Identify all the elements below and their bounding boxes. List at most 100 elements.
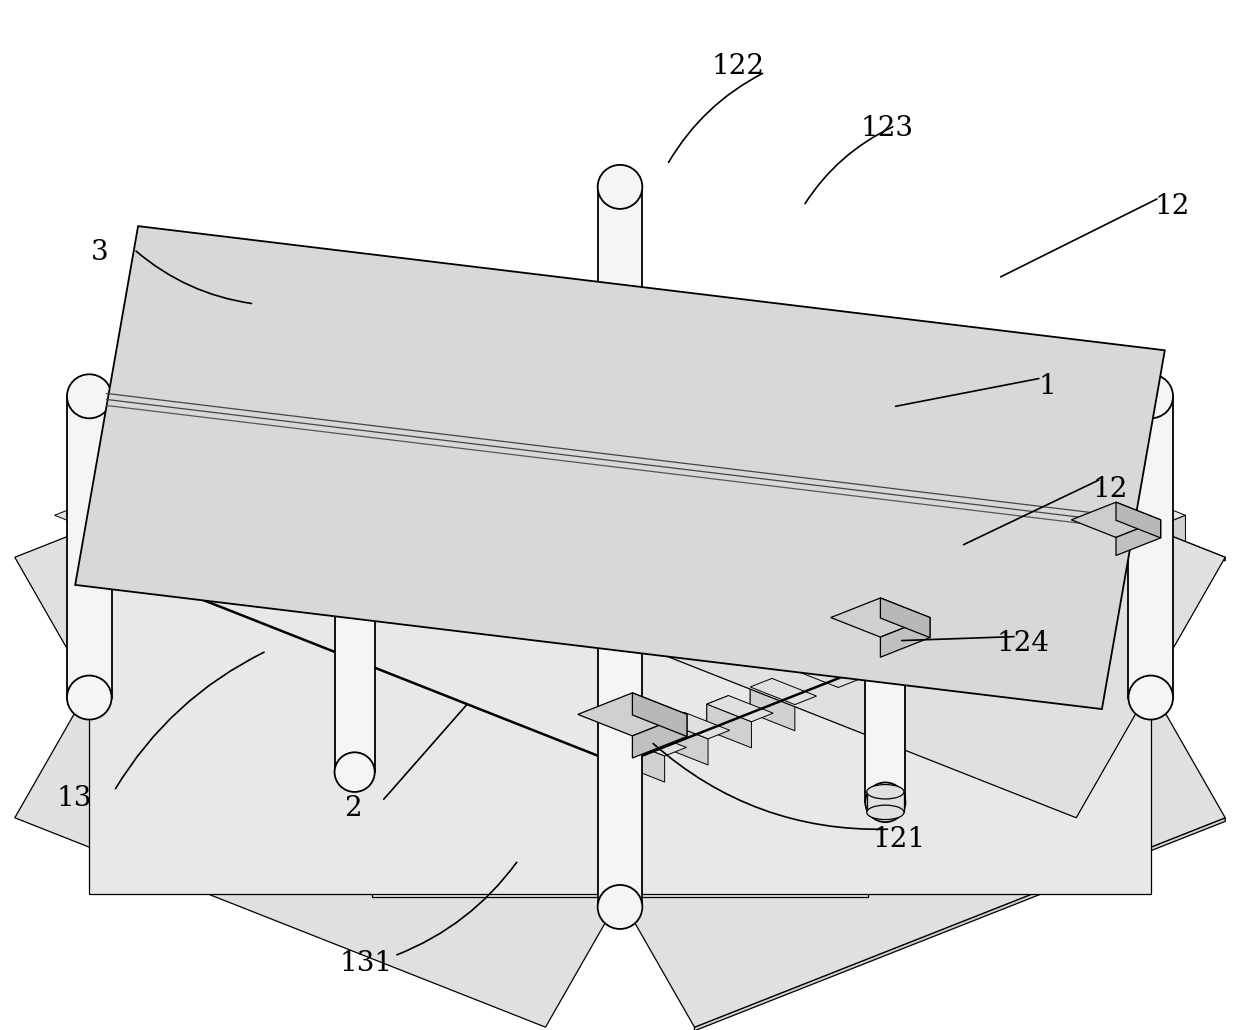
Polygon shape (973, 467, 992, 501)
Ellipse shape (67, 676, 112, 720)
Polygon shape (620, 739, 665, 782)
Text: 2: 2 (345, 795, 362, 822)
Polygon shape (825, 390, 888, 415)
Text: 12: 12 (1154, 193, 1189, 219)
Polygon shape (1011, 576, 1076, 602)
Polygon shape (936, 435, 999, 459)
Polygon shape (334, 643, 397, 667)
Polygon shape (862, 405, 925, 431)
Polygon shape (750, 687, 795, 730)
Polygon shape (880, 413, 925, 456)
Polygon shape (482, 701, 546, 726)
Text: 1: 1 (1039, 373, 1056, 400)
Polygon shape (657, 324, 702, 368)
Polygon shape (222, 598, 285, 624)
Polygon shape (148, 570, 211, 594)
Polygon shape (427, 680, 471, 723)
Polygon shape (620, 730, 642, 764)
Polygon shape (694, 339, 739, 383)
Polygon shape (713, 364, 732, 398)
Polygon shape (707, 695, 774, 722)
Polygon shape (1011, 576, 1032, 611)
Polygon shape (663, 721, 708, 765)
Polygon shape (73, 540, 136, 565)
Polygon shape (769, 369, 813, 412)
Polygon shape (89, 482, 1151, 485)
Polygon shape (315, 636, 360, 680)
Polygon shape (1011, 481, 1029, 515)
Polygon shape (55, 507, 120, 533)
Ellipse shape (335, 318, 374, 357)
Polygon shape (15, 348, 694, 818)
Polygon shape (335, 547, 374, 772)
Polygon shape (578, 693, 687, 735)
Ellipse shape (335, 527, 374, 566)
Polygon shape (501, 709, 546, 753)
Ellipse shape (1128, 676, 1173, 720)
Polygon shape (1085, 511, 1104, 544)
Polygon shape (732, 354, 776, 398)
Ellipse shape (598, 584, 642, 627)
Polygon shape (241, 607, 285, 650)
Polygon shape (141, 473, 207, 499)
Polygon shape (899, 420, 962, 445)
Polygon shape (1066, 486, 1111, 529)
Text: 121: 121 (873, 826, 925, 853)
Polygon shape (1122, 525, 1141, 559)
Polygon shape (924, 610, 945, 645)
Polygon shape (825, 408, 843, 442)
Polygon shape (924, 618, 968, 662)
Polygon shape (918, 427, 962, 471)
Polygon shape (110, 555, 174, 580)
Polygon shape (228, 438, 295, 465)
Polygon shape (520, 716, 583, 742)
Polygon shape (620, 353, 1141, 587)
Polygon shape (1054, 558, 1075, 593)
Polygon shape (89, 482, 1151, 893)
Polygon shape (598, 186, 642, 488)
Polygon shape (787, 393, 806, 426)
Ellipse shape (867, 785, 904, 799)
Polygon shape (843, 398, 888, 442)
Ellipse shape (866, 318, 905, 357)
Polygon shape (358, 387, 424, 413)
Ellipse shape (598, 467, 642, 510)
Ellipse shape (598, 165, 642, 209)
Ellipse shape (866, 783, 905, 822)
Polygon shape (538, 724, 583, 767)
Polygon shape (837, 653, 882, 696)
Polygon shape (99, 353, 1141, 764)
Polygon shape (1122, 508, 1185, 533)
Polygon shape (67, 397, 112, 697)
Polygon shape (546, 557, 1225, 1027)
Polygon shape (694, 818, 1225, 1030)
Polygon shape (750, 379, 769, 412)
Polygon shape (973, 449, 1037, 474)
Polygon shape (259, 614, 322, 639)
Polygon shape (676, 332, 739, 356)
Polygon shape (862, 422, 880, 456)
Polygon shape (750, 679, 771, 713)
Polygon shape (1029, 472, 1074, 515)
Polygon shape (532, 318, 598, 344)
Polygon shape (992, 456, 1037, 501)
Polygon shape (546, 348, 1225, 818)
Polygon shape (99, 559, 620, 793)
Polygon shape (639, 335, 657, 368)
Polygon shape (296, 628, 360, 653)
Polygon shape (1097, 542, 1163, 568)
Polygon shape (1104, 501, 1148, 544)
Polygon shape (402, 370, 469, 396)
Polygon shape (632, 715, 687, 758)
Polygon shape (1116, 520, 1161, 555)
Polygon shape (967, 593, 1034, 619)
Text: 131: 131 (340, 950, 392, 976)
Polygon shape (936, 452, 955, 485)
Ellipse shape (335, 573, 374, 613)
Polygon shape (15, 557, 694, 1027)
Polygon shape (445, 352, 512, 379)
Polygon shape (335, 338, 374, 593)
Polygon shape (489, 336, 556, 362)
Polygon shape (1097, 550, 1142, 593)
Polygon shape (707, 695, 729, 730)
